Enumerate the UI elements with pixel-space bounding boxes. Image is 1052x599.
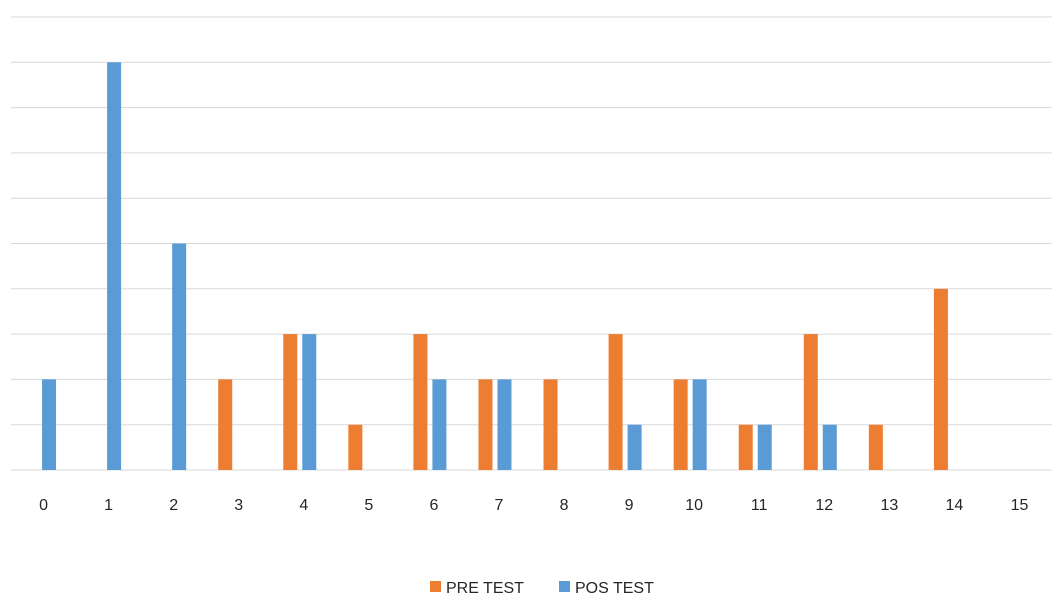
x-tick-label: 10 [685,497,703,514]
x-tick-label: 6 [429,497,438,514]
bar-pre-test-10 [673,379,688,470]
x-tick-label: 9 [625,497,634,514]
bar-pos-test-2 [172,243,187,470]
bar-pos-test-1 [107,62,122,471]
x-tick-label: 8 [560,497,569,514]
bar-pos-test-11 [757,424,772,470]
bar-pos-test-10 [692,379,707,470]
x-tick-label: 5 [364,497,373,514]
bar-pre-test-12 [803,334,818,470]
bar-pre-test-13 [868,424,883,470]
x-tick-label: 11 [751,497,768,514]
bar-pre-test-7 [478,379,493,470]
bar-pos-test-4 [302,334,317,470]
x-tick-label: 14 [946,497,964,514]
x-tick-label: 13 [880,497,898,514]
bar-pre-test-9 [608,334,623,470]
bar-pos-test-9 [627,424,642,470]
x-tick-label: 7 [495,497,504,514]
bar-pos-test-6 [432,379,447,470]
legend-label-pre-test: PRE TEST [446,580,524,597]
bar-pre-test-4 [283,334,298,470]
x-tick-label: 1 [104,497,113,514]
bars [42,62,948,471]
x-tick-label: 4 [299,497,308,514]
bar-pre-test-14 [933,288,948,470]
bar-pos-test-12 [822,424,837,470]
bar-pre-test-11 [738,424,753,470]
bar-pre-test-5 [348,424,363,470]
bar-pre-test-3 [218,379,233,470]
legend: PRE TEST POS TEST [430,580,654,597]
bar-pos-test-0 [42,379,57,470]
x-tick-label: 15 [1011,497,1029,514]
x-axis-tick-labels: 0 1 2 3 4 5 6 7 8 9 10 11 12 13 14 15 [39,497,1028,514]
bar-pre-test-8 [543,379,558,470]
legend-swatch-pre-test [430,581,441,592]
bar-pos-test-7 [497,379,512,470]
x-tick-label: 2 [169,497,178,514]
legend-swatch-pos-test [559,581,570,592]
x-tick-label: 3 [234,497,243,514]
bar-pre-test-6 [413,334,428,470]
legend-label-pos-test: POS TEST [575,580,654,597]
x-tick-label: 0 [39,497,48,514]
x-tick-label: 12 [815,497,833,514]
gridlines [11,16,1052,471]
